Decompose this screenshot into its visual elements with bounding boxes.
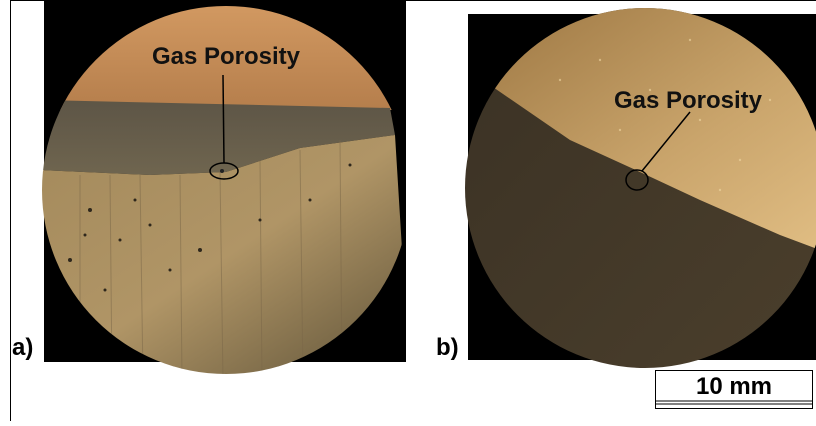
- scale-bar-label: 10 mm: [696, 373, 772, 400]
- panel-label: a): [12, 334, 33, 361]
- annotation: Gas Porosity: [152, 43, 301, 70]
- annotation: Gas Porosity: [614, 87, 763, 114]
- micrograph-b: [460, 0, 816, 380]
- figure: Gas Porosity a) Gas Porosity b) 10 mm: [0, 0, 816, 421]
- page: {"panels": [ {"label": "a)", "annotation…: [0, 0, 816, 421]
- panel-label: b): [436, 334, 459, 361]
